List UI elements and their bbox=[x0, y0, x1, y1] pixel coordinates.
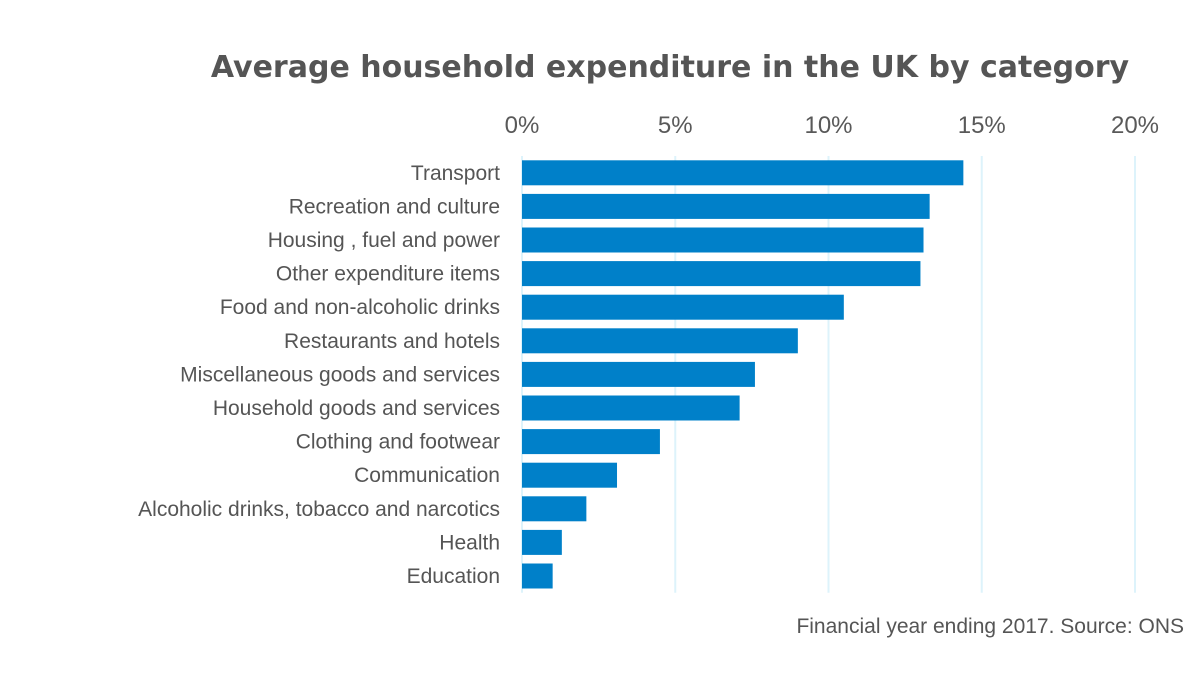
x-tick-label: 5% bbox=[658, 112, 693, 139]
bar-clothing-and-footwear bbox=[522, 429, 660, 455]
category-label: Restaurants and hotels bbox=[284, 330, 500, 353]
category-label: Clothing and footwear bbox=[296, 431, 500, 454]
x-tick-label: 15% bbox=[958, 112, 1006, 139]
chart-title: Average household expenditure in the UK … bbox=[210, 50, 1130, 85]
category-label: Recreation and culture bbox=[289, 195, 500, 218]
bar-housing-fuel-and-power bbox=[522, 227, 924, 253]
category-label: Food and non-alcoholic drinks bbox=[220, 296, 500, 319]
bar-transport bbox=[522, 160, 964, 186]
category-label: Housing , fuel and power bbox=[268, 229, 500, 252]
category-label: Transport bbox=[411, 162, 500, 185]
category-label: Alcoholic drinks, tobacco and narcotics bbox=[138, 498, 500, 521]
x-tick-label: 20% bbox=[1111, 112, 1159, 139]
bar-other-expenditure-items bbox=[522, 261, 921, 287]
x-tick-label: 0% bbox=[505, 112, 540, 139]
bar-miscellaneous-goods-and-services bbox=[522, 361, 755, 387]
category-label: Miscellaneous goods and services bbox=[180, 363, 500, 386]
x-tick-label: 10% bbox=[804, 112, 852, 139]
bar-alcoholic-drinks-tobacco-and-narcotics bbox=[522, 496, 587, 522]
bar-household-goods-and-services bbox=[522, 395, 740, 421]
category-label: Health bbox=[439, 531, 500, 554]
bar-education bbox=[522, 563, 553, 589]
category-label: Communication bbox=[354, 464, 500, 487]
bar-restaurants-and-hotels bbox=[522, 328, 798, 354]
bar-recreation-and-culture bbox=[522, 193, 930, 219]
bar-health bbox=[522, 529, 562, 555]
source-note: Financial year ending 2017. Source: ONS bbox=[796, 615, 1184, 638]
bar-food-and-non-alcoholic-drinks bbox=[522, 294, 844, 320]
category-label: Education bbox=[407, 565, 500, 588]
bar-communication bbox=[522, 462, 618, 488]
category-label: Other expenditure items bbox=[276, 263, 500, 286]
category-label: Household goods and services bbox=[213, 397, 500, 420]
